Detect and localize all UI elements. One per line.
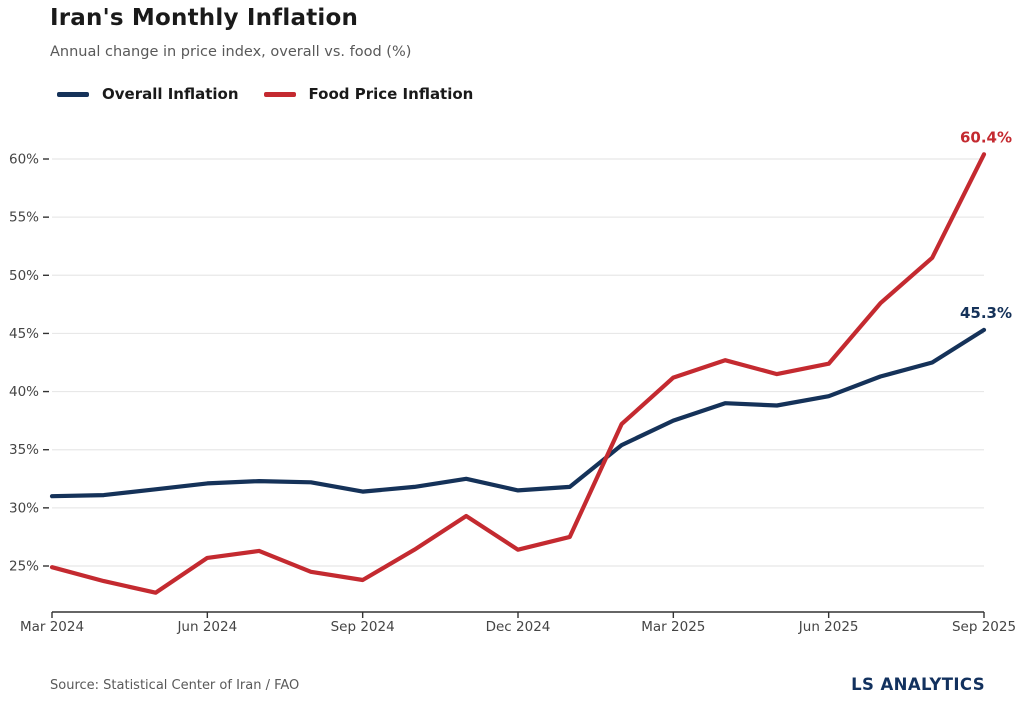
x-tick-label: Sep 2025: [952, 619, 1016, 635]
overall-inflation-line: [49, 327, 987, 499]
x-tick-label: Mar 2024: [20, 619, 84, 635]
x-tick-label: Jun 2024: [176, 619, 237, 635]
legend-label-overall: Overall Inflation: [102, 85, 239, 103]
legend: Overall Inflation Food Price Inflation: [57, 85, 473, 103]
y-tick-label: 40%: [9, 384, 39, 400]
legend-label-food: Food Price Inflation: [308, 85, 474, 103]
y-tick-label: 60%: [9, 152, 39, 168]
x-tick-label: Dec 2024: [486, 619, 551, 635]
x-tick-label: Mar 2025: [641, 619, 705, 635]
y-tick-label: 25%: [9, 559, 39, 575]
y-tick-label: 55%: [9, 210, 39, 226]
brand-logo: LS ANALYTICS: [851, 675, 985, 694]
food-line-swatch: [263, 91, 296, 97]
y-tick-label: 35%: [9, 442, 39, 458]
food-price-inflation-line: [49, 152, 987, 595]
end-label: 45.3%: [960, 304, 1012, 322]
page-subtitle: Annual change in price index, overall vs…: [50, 44, 412, 60]
legend-item-overall: Overall Inflation: [57, 85, 239, 103]
x-tick-label: Sep 2024: [331, 619, 395, 635]
end-label: 60.4%: [960, 128, 1012, 146]
y-tick-label: 45%: [9, 326, 39, 342]
source-note: Source: Statistical Center of Iran / FAO: [50, 678, 300, 693]
y-tick-label: 50%: [9, 268, 39, 284]
overall-line-swatch: [57, 91, 89, 97]
legend-item-food: Food Price Inflation: [263, 85, 474, 103]
x-tick-label: Jun 2025: [798, 619, 859, 635]
y-tick-label: 30%: [9, 500, 39, 516]
page-title: Iran's Monthly Inflation: [50, 5, 359, 31]
